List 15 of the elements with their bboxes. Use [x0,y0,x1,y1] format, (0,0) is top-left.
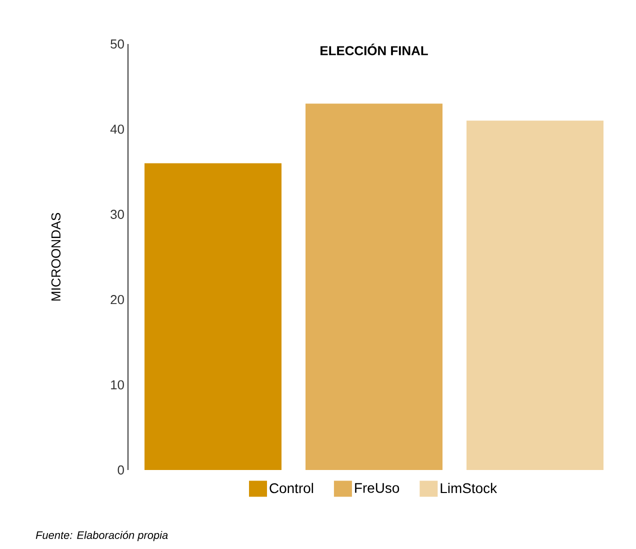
chart-title: ELECCIÓN FINAL [320,44,428,56]
y-tick-label: 20 [110,295,124,304]
bar [306,104,443,470]
legend-label: FreUso [355,483,400,493]
y-axis-title: MICROONDAS [51,212,61,301]
legend-label: Control [270,482,314,494]
y-tick-label: 0 [118,465,124,475]
bar [466,120,604,470]
source-note: Fuente: Elaboración propia [36,530,168,542]
bar [144,163,282,470]
y-tick-label: 50 [110,39,124,49]
y-tick-label: 40 [110,124,124,134]
y-tick-label: 30 [110,210,124,219]
legend-label: LimStock [440,482,498,494]
y-tick-label: 10 [111,380,124,390]
